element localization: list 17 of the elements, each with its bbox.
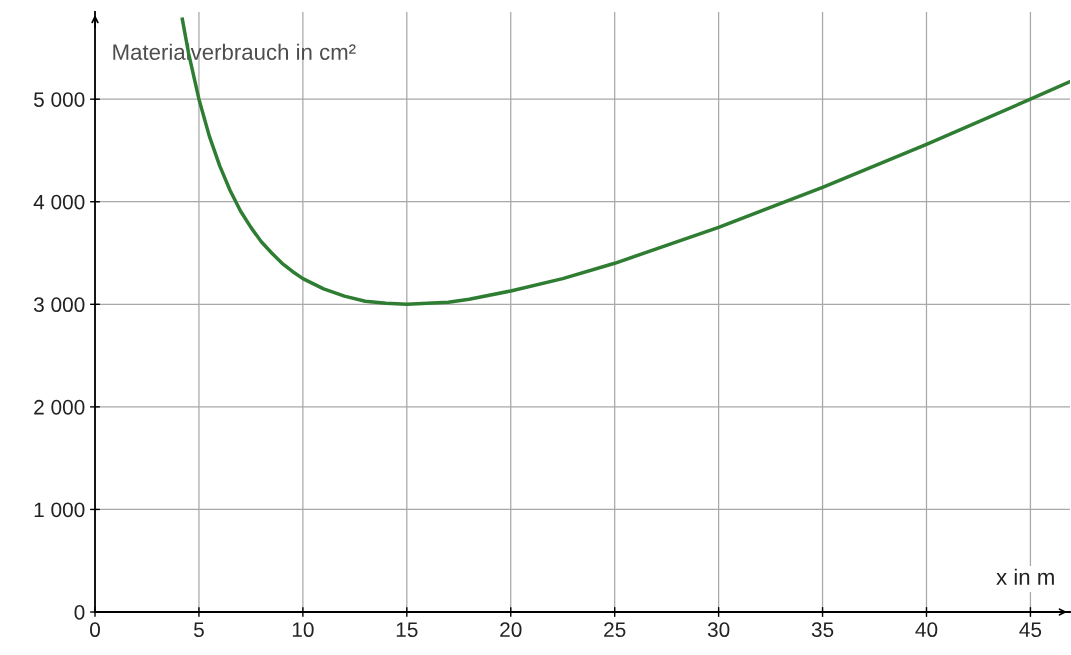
x-tick-label: 10 xyxy=(292,622,314,638)
y-tick-label: 3 000 xyxy=(33,297,85,313)
x-tick-label: 25 xyxy=(604,622,626,638)
x-tick-label: 5 xyxy=(193,622,204,638)
y-tick-label: 2 000 xyxy=(34,399,85,415)
y-tick-label: 5 000 xyxy=(33,92,85,107)
y-tick-label: 4 000 xyxy=(33,194,85,210)
x-tick-label: 35 xyxy=(811,622,834,638)
x-tick-label: 0 xyxy=(90,622,100,638)
y-tick-label: 1 000 xyxy=(34,502,85,518)
x-tick-label: 15 xyxy=(396,622,418,638)
x-tick-label: 20 xyxy=(500,622,522,638)
y-tick-label: 0 xyxy=(74,605,85,620)
x-tick-label: 30 xyxy=(707,622,730,638)
x-tick-label: 45 xyxy=(1019,622,1042,638)
x-axis-title: x in m xyxy=(996,568,1054,585)
x-tick-label: 40 xyxy=(915,622,938,638)
